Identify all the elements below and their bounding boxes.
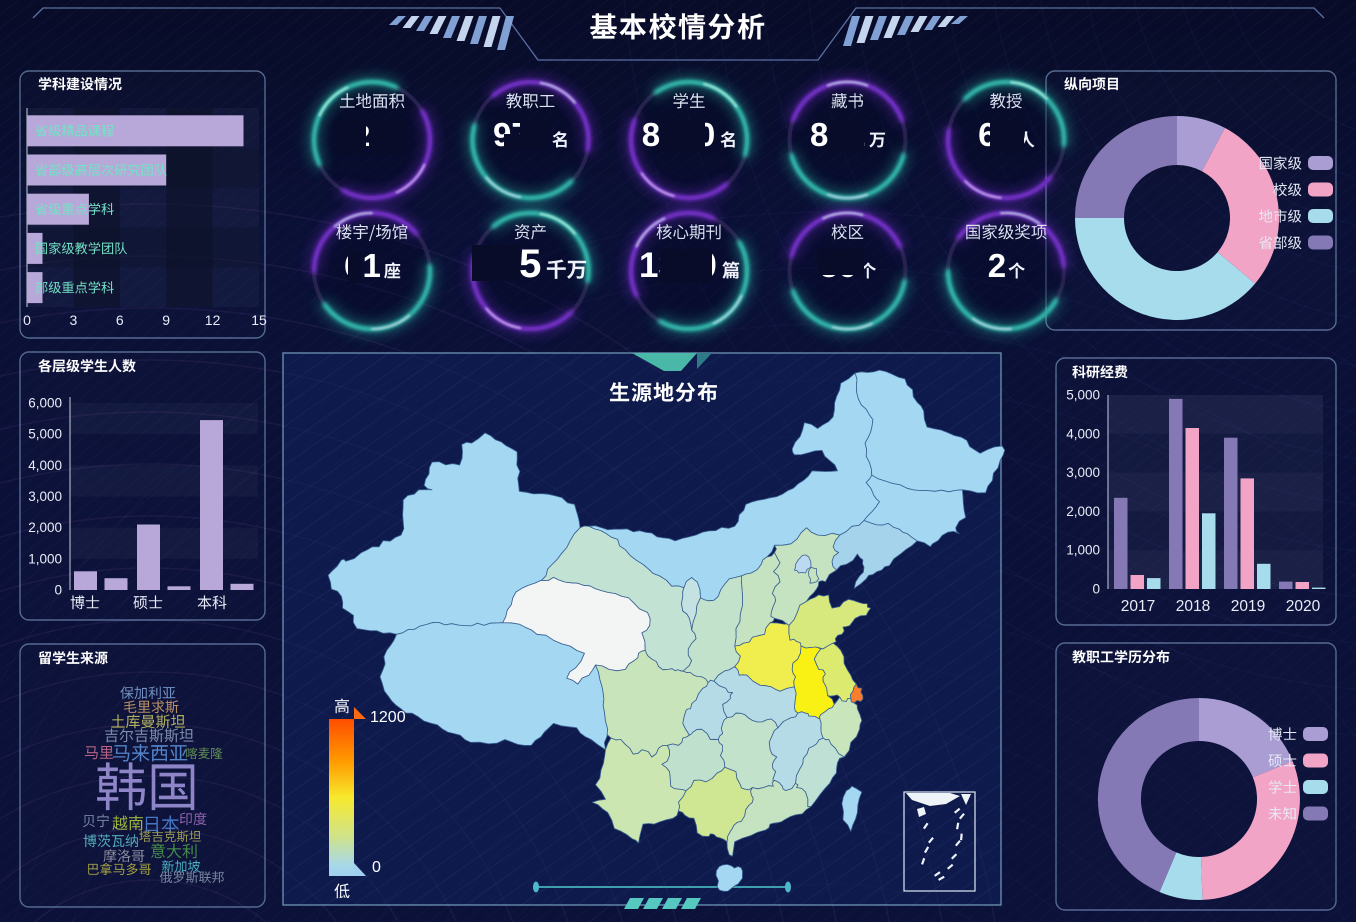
svg-text:6,000: 6,000 bbox=[28, 396, 62, 411]
svg-text:2020: 2020 bbox=[1286, 598, 1321, 615]
svg-text:3,000: 3,000 bbox=[28, 489, 62, 504]
svg-text:3,000: 3,000 bbox=[1066, 465, 1100, 480]
svg-text:1200: 1200 bbox=[370, 709, 406, 726]
svg-text:1,000: 1,000 bbox=[28, 551, 62, 566]
svg-text:0: 0 bbox=[372, 859, 381, 876]
svg-text:1,000: 1,000 bbox=[1066, 543, 1100, 558]
svg-text:0: 0 bbox=[23, 312, 31, 328]
svg-text:5,000: 5,000 bbox=[1066, 388, 1100, 403]
svg-text:15: 15 bbox=[251, 312, 267, 328]
svg-text:2018: 2018 bbox=[1176, 598, 1210, 615]
svg-text:2017: 2017 bbox=[1121, 598, 1155, 615]
svg-text:2,000: 2,000 bbox=[28, 520, 62, 535]
svg-text:4,000: 4,000 bbox=[28, 458, 62, 473]
svg-text:2019: 2019 bbox=[1231, 598, 1265, 615]
svg-text:3: 3 bbox=[70, 312, 78, 328]
svg-text:2,000: 2,000 bbox=[1066, 504, 1100, 519]
svg-text:4,000: 4,000 bbox=[1066, 426, 1100, 441]
svg-text:2: 2 bbox=[988, 247, 1006, 284]
svg-text:12: 12 bbox=[205, 312, 221, 328]
svg-text:0: 0 bbox=[54, 583, 62, 598]
svg-text:9: 9 bbox=[162, 312, 170, 328]
svg-text:0: 0 bbox=[1092, 582, 1100, 597]
svg-text:6: 6 bbox=[116, 312, 124, 328]
svg-text:5,000: 5,000 bbox=[28, 427, 62, 442]
